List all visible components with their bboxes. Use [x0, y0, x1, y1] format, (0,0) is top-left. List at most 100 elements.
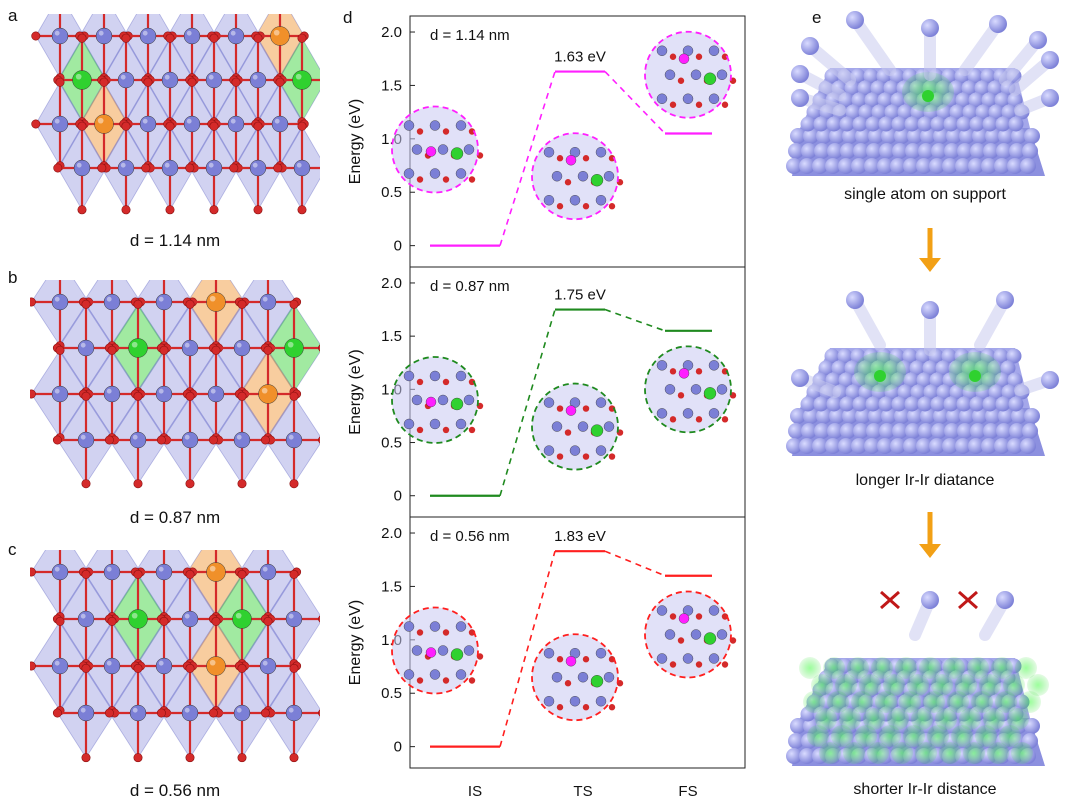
inset-single-atom [703, 632, 717, 645]
support-ball [994, 158, 1010, 174]
floating-atom [1029, 31, 1047, 49]
single-atom-glow [931, 674, 953, 696]
single-atom-glow [911, 708, 933, 730]
single-atom-glow [799, 657, 821, 679]
atom-highlight [54, 296, 60, 302]
support-ball [826, 396, 842, 412]
support-atom [285, 610, 303, 628]
atom-highlight [295, 73, 302, 80]
oxygen-atom [77, 205, 87, 215]
floating-atom [1041, 51, 1059, 69]
support-ball [917, 116, 933, 132]
single-atom [128, 338, 148, 358]
subplot-distance-label: d = 1.14 nm [430, 27, 510, 44]
support-ball [970, 143, 986, 159]
oxygen-atom [52, 435, 62, 445]
support-ball [1007, 372, 1023, 388]
inset-support-atom [429, 669, 441, 680]
support-ball [929, 158, 945, 174]
single-atom-glow [1015, 657, 1037, 679]
atom-highlight [80, 613, 86, 619]
oxygen-atom [159, 616, 169, 626]
inset-oxygen-atom [416, 677, 424, 684]
single-atom-glow [867, 742, 889, 764]
y-tick-label: 1.5 [381, 578, 402, 595]
support-ball [930, 116, 946, 132]
structure-inset [391, 356, 484, 444]
y-axis-label: Energy (eV) [347, 99, 364, 184]
atom-highlight [76, 162, 82, 168]
single-atom-glow [935, 708, 957, 730]
oxygen-atom [211, 616, 221, 626]
support-ball [996, 143, 1012, 159]
oxygen-atom [133, 391, 143, 401]
support-ball [852, 396, 868, 412]
dopant-atom [270, 26, 290, 46]
inset-support-atom [403, 168, 415, 179]
inset-support-atom [455, 370, 467, 382]
floating-atom [996, 291, 1014, 309]
oxygen-atom [81, 663, 91, 673]
support-ball [959, 128, 975, 144]
single-atom-glow [987, 742, 1009, 764]
support-ball [803, 408, 819, 424]
atom-highlight [158, 660, 164, 666]
support-ball [892, 143, 908, 159]
support-ball [840, 143, 856, 159]
atom-highlight [54, 660, 60, 666]
oxygen-atom [81, 391, 91, 401]
single-atom [922, 90, 934, 102]
support-atom [51, 27, 69, 45]
structure-inset [644, 590, 737, 679]
support-ball [903, 372, 919, 388]
inset-oxygen-atom [416, 128, 424, 135]
atom-highlight [54, 566, 60, 572]
oxygen-atom [253, 33, 263, 43]
inset-support-atom [403, 418, 415, 430]
atom-highlight [288, 434, 294, 440]
single-atom-glow [851, 691, 873, 713]
oxygen-atom [318, 615, 320, 623]
inset-support-atom [403, 669, 415, 680]
atom-highlight [208, 162, 214, 168]
atom-highlight [252, 162, 258, 168]
support-ball [910, 384, 926, 400]
inset-support-atom [463, 144, 475, 155]
support-atom [227, 27, 245, 45]
atom-highlight [184, 613, 190, 619]
oxygen-atom [237, 299, 247, 309]
support-ball [812, 438, 828, 454]
support-ball [788, 143, 804, 159]
support-ball [892, 423, 908, 439]
support-atom [73, 159, 91, 177]
support-ball [918, 143, 934, 159]
oxygen-atom [263, 345, 273, 355]
barrier-annotation: 1.63 eV [554, 49, 606, 66]
inset-oxygen-atom [721, 53, 729, 60]
energy-connector [499, 71, 556, 246]
oxygen-atom [81, 479, 91, 489]
inset-support-atom [551, 171, 563, 182]
inset-oxygen-atom [721, 661, 729, 668]
support-ball [868, 128, 884, 144]
dopant-atom [206, 292, 226, 312]
y-axis-label: Energy (eV) [347, 349, 364, 434]
oxygen-atom [133, 753, 143, 763]
atom-highlight [209, 565, 216, 572]
support-ball [871, 104, 887, 120]
atom-highlight [230, 118, 236, 124]
distance-label-a: d = 1.14 nm [129, 231, 221, 250]
inset-oxygen-atom [669, 53, 677, 60]
support-atom [161, 159, 179, 177]
support-ball [839, 116, 855, 132]
atom-highlight [273, 29, 280, 36]
atom-highlight [236, 342, 242, 348]
support-ball [983, 423, 999, 439]
oxygen-atom [30, 661, 36, 671]
oxygen-atom [229, 163, 239, 173]
inset-oxygen-atom [442, 677, 450, 684]
inset-support-atom [437, 394, 449, 406]
inset-oxygen-atom [695, 613, 703, 620]
single-atom-glow [811, 674, 833, 696]
